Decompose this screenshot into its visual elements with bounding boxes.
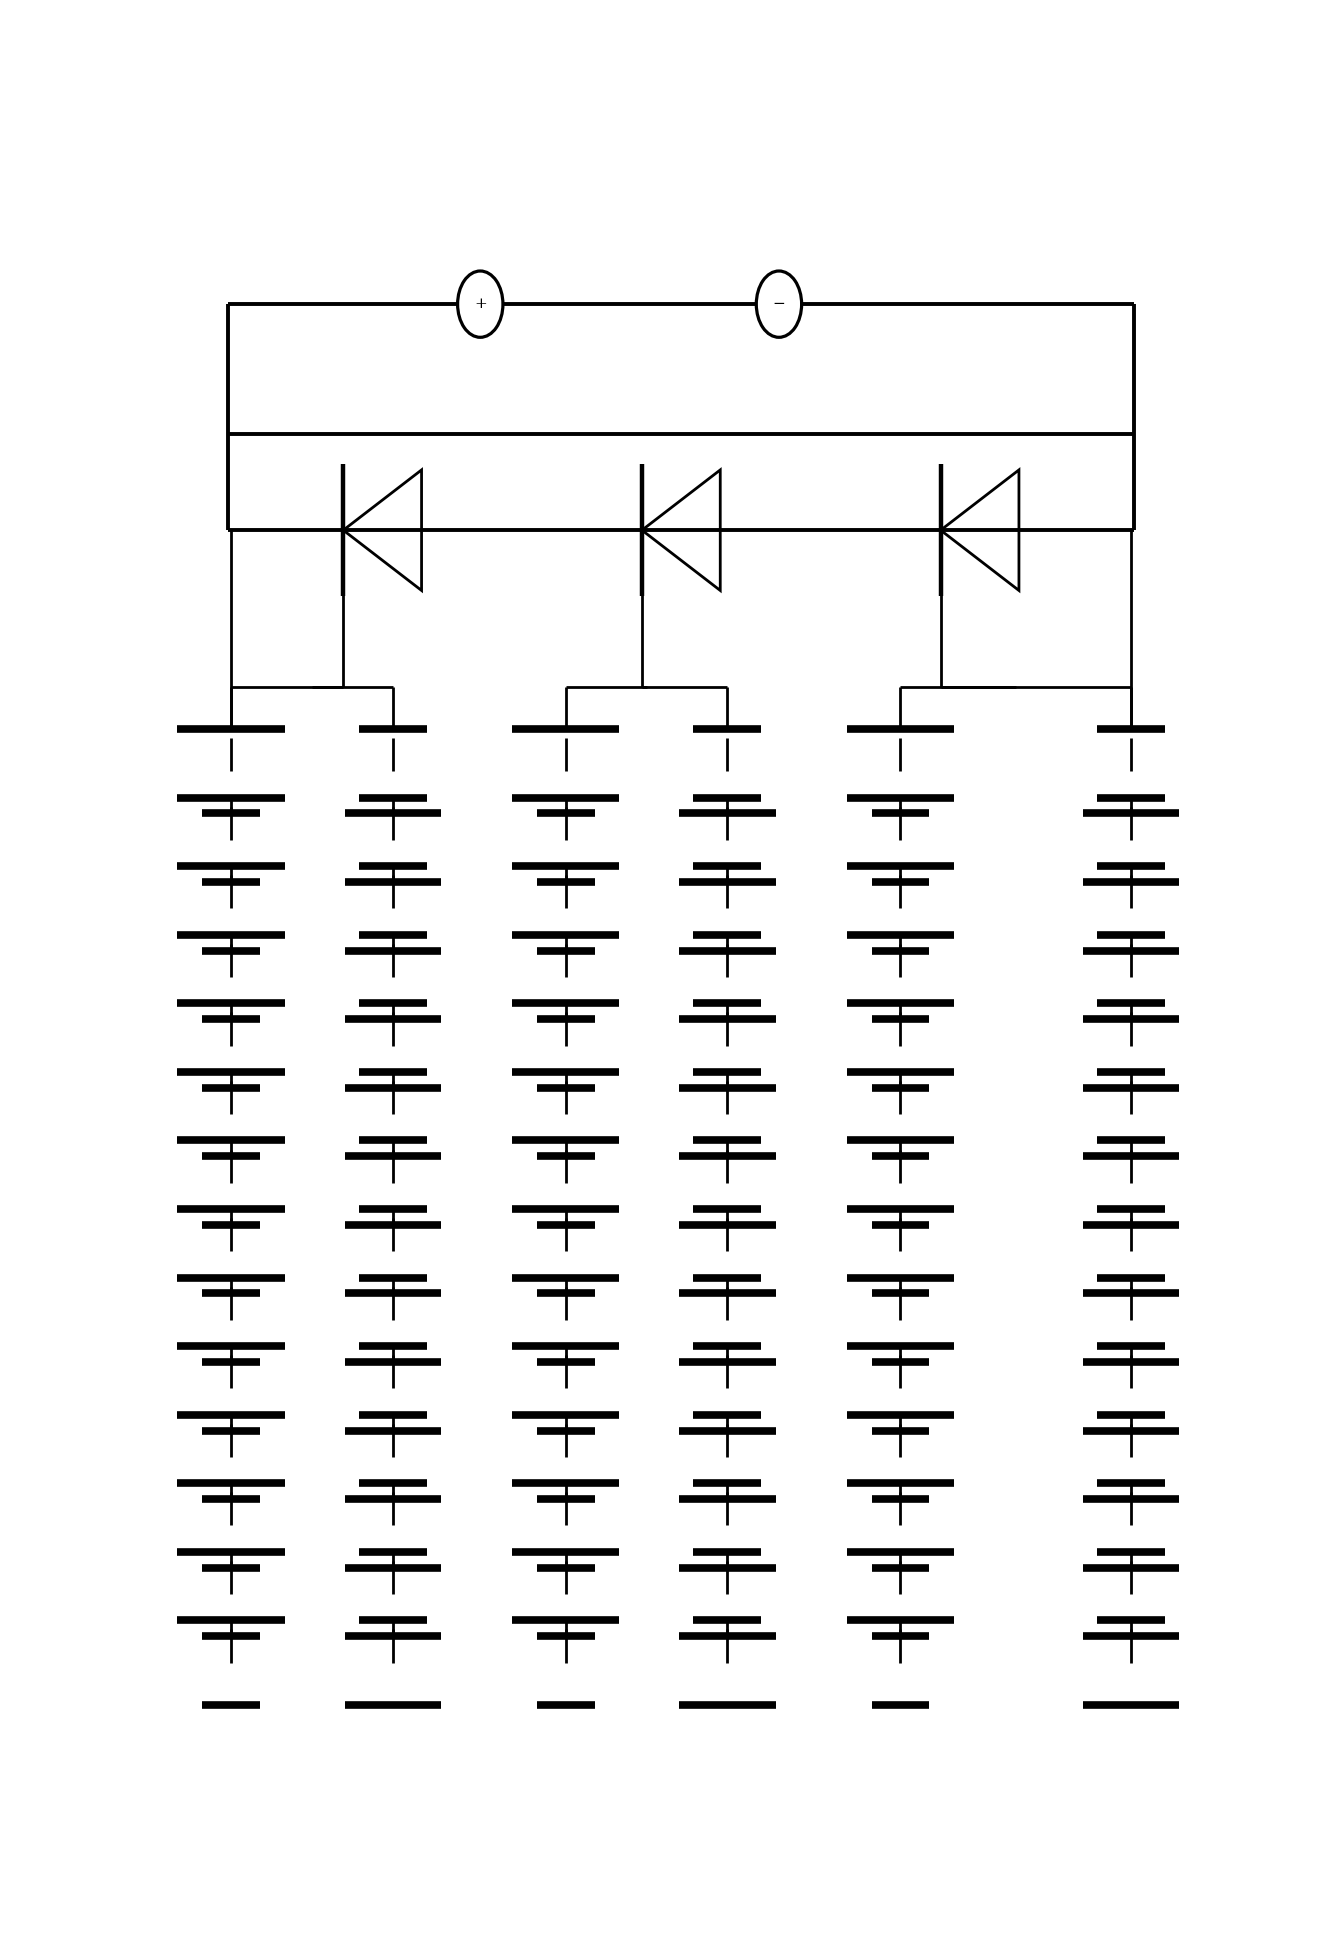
Text: −: −	[772, 297, 785, 311]
Text: +: +	[474, 297, 486, 311]
